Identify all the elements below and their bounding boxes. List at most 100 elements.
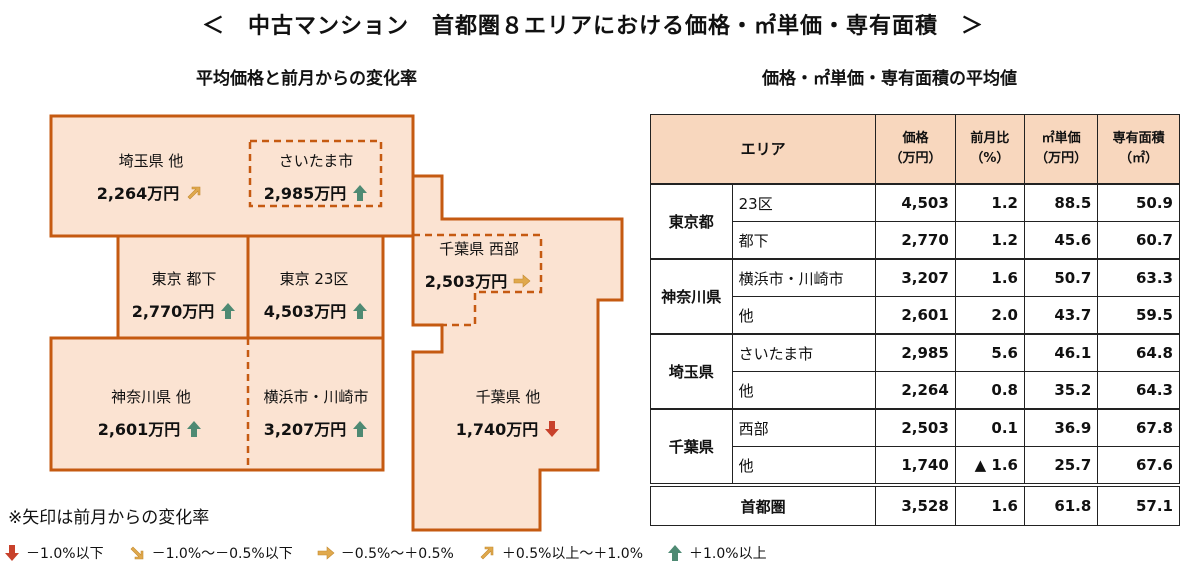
cell-price: 2,770 — [875, 221, 956, 260]
kanagawa-shape — [49, 336, 385, 472]
legend-label: －1.0%以下 — [26, 546, 104, 562]
legend-label: －0.5%～＋0.5% — [340, 546, 454, 562]
sub-area: さいたま市 — [731, 333, 877, 372]
cell-mom: 0.1 — [954, 408, 1025, 447]
region-label-kanagawa-other: 神奈川県 他 — [111, 388, 191, 406]
region-price-chiba-other: 1,740万円 — [440, 416, 576, 442]
legend-label: ＋0.5%以上～＋1.0% — [501, 546, 643, 562]
table-total-row: 首都圏 3,528 1.6 61.8 57.1 — [649, 483, 1180, 526]
header-area: エリア — [649, 114, 877, 185]
region-label-chiba-other: 千葉県 他 — [475, 388, 541, 406]
table-row: 都下 2,770 1.2 45.6 60.7 — [651, 221, 1180, 260]
cell-mom: 0.8 — [954, 371, 1025, 410]
arrow-up-icon — [352, 302, 368, 324]
cell-price: 2,503 — [875, 408, 956, 447]
cell-floor-area: 67.8 — [1097, 408, 1180, 447]
region-price-chiba-west: 2,503万円 — [416, 268, 540, 292]
table-header-row: エリア 価格 （万円） 前月比 （%） ㎡単価 （万円） 専有面積 （㎡） — [649, 114, 1180, 185]
saitama-shape — [49, 114, 415, 238]
sub-area: 西部 — [731, 408, 877, 447]
cell-floor-area: 64.8 — [1097, 333, 1180, 372]
arrow-up-slight-icon — [185, 184, 203, 206]
cell-mom: 1.2 — [954, 221, 1025, 260]
legend-label: －1.0%～－0.5%以下 — [151, 546, 293, 562]
cell-floor-area: 64.3 — [1097, 371, 1180, 410]
cell-floor-area: 63.3 — [1097, 258, 1180, 297]
header-mom: 前月比 （%） — [954, 114, 1025, 185]
cell-price: 2,264 — [875, 371, 956, 410]
price-value: 2,601万円 — [97, 420, 181, 439]
arrow-up-icon — [668, 545, 682, 561]
sub-area: 他 — [731, 446, 877, 486]
group-name: 埼玉県 — [650, 333, 733, 410]
region-price-tokyo-tokashita: 2,770万円 — [120, 298, 248, 324]
table-row: 他 2,264 0.8 35.2 64.3 — [651, 371, 1180, 410]
cell-mom: 1.6 — [954, 483, 1025, 526]
cell-unit-price: 36.9 — [1023, 408, 1099, 447]
region-label-yokohama-kawasaki: 横浜市・川崎市 — [263, 388, 369, 406]
price-value: 1,740万円 — [455, 420, 539, 439]
price-value: 3,207万円 — [263, 420, 347, 439]
legend-item: －0.5%～＋0.5% — [317, 543, 454, 563]
table-row: 千葉県 西部 2,503 0.1 36.9 67.8 — [650, 408, 1180, 486]
saitama-city-outline — [248, 139, 383, 208]
arrow-flat-icon — [513, 273, 531, 292]
region-price-saitama-city: 2,985万円 — [250, 180, 382, 206]
chiba-west-outline — [413, 233, 543, 327]
legend-item: －1.0%～－0.5%以下 — [128, 543, 293, 563]
cell-unit-price: 43.7 — [1023, 296, 1099, 335]
arrow-down-icon — [544, 420, 560, 442]
cell-floor-area: 60.7 — [1097, 221, 1180, 260]
cell-unit-price: 25.7 — [1023, 446, 1099, 486]
cell-price: 2,985 — [875, 333, 956, 372]
cell-floor-area: 67.6 — [1097, 446, 1180, 486]
cell-mom: 1.6 — [954, 258, 1025, 297]
cell-floor-area: 57.1 — [1097, 483, 1180, 526]
price-value: 2,985万円 — [263, 184, 347, 203]
arrow-up-icon — [352, 184, 368, 206]
total-label: 首都圏 — [649, 483, 877, 526]
sub-area: 23区 — [731, 183, 877, 222]
legend-label: ＋1.0%以上 — [689, 546, 767, 562]
table-row: 神奈川県 横浜市・川崎市 3,207 1.6 50.7 63.3 — [650, 258, 1180, 335]
chiba-shape — [411, 174, 624, 532]
sub-area: 都下 — [731, 221, 877, 260]
group-name: 東京都 — [650, 183, 733, 260]
region-label-chiba-west: 千葉県 西部 — [439, 240, 519, 258]
map-shapes — [49, 114, 624, 532]
header-unit-price: ㎡単価 （万円） — [1023, 114, 1099, 185]
arrow-down-icon — [5, 545, 19, 561]
arrow-flat-icon — [317, 546, 335, 560]
legend-item: －1.0%以下 — [4, 543, 104, 563]
legend-item: ＋1.0%以上 — [667, 543, 767, 563]
cell-mom: ▲ 1.6 — [954, 446, 1025, 486]
cell-floor-area: 59.5 — [1097, 296, 1180, 335]
cell-unit-price: 46.1 — [1023, 333, 1099, 372]
cell-floor-area: 50.9 — [1097, 183, 1180, 222]
cell-unit-price: 50.7 — [1023, 258, 1099, 297]
cell-unit-price: 61.8 — [1023, 483, 1099, 526]
header-price: 価格 （万円） — [875, 114, 956, 185]
arrow-up-icon — [186, 420, 202, 442]
cell-price: 3,207 — [875, 258, 956, 297]
tokyo-shape — [116, 234, 385, 340]
price-value: 2,264万円 — [96, 184, 180, 203]
region-price-kanagawa-other: 2,601万円 — [80, 416, 220, 442]
arrow-legend: －1.0%以下 －1.0%～－0.5%以下 －0.5%～＋0.5% ＋0.5%以… — [4, 543, 791, 563]
region-price-tokyo-23: 4,503万円 — [250, 298, 382, 324]
cell-unit-price: 88.5 — [1023, 183, 1099, 222]
price-table: エリア 価格 （万円） 前月比 （%） ㎡単価 （万円） 専有面積 （㎡） 東京都 23… — [649, 114, 1180, 526]
sub-area: 横浜市・川崎市 — [731, 258, 877, 297]
cell-unit-price: 45.6 — [1023, 221, 1099, 260]
cell-price: 4,503 — [875, 183, 956, 222]
arrow-up-icon — [352, 420, 368, 442]
region-label-saitama-city: さいたま市 — [278, 152, 354, 170]
arrow-note: ※矢印は前月からの変化率 — [8, 508, 210, 528]
region-label-tokyo-tokashita: 東京 都下 — [151, 270, 217, 288]
cell-mom: 2.0 — [954, 296, 1025, 335]
cell-price: 1,740 — [875, 446, 956, 486]
region-price-saitama-other: 2,264万円 — [80, 180, 220, 206]
arrow-down-slight-icon — [130, 546, 143, 560]
cell-mom: 5.6 — [954, 333, 1025, 372]
region-label-tokyo-23: 東京 23区 — [279, 270, 349, 288]
